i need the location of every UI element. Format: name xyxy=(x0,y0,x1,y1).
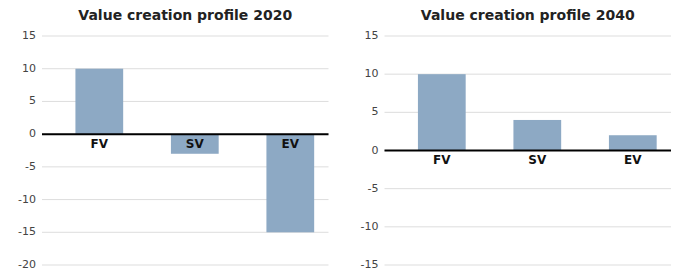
grid-line xyxy=(385,188,672,189)
tick-label: 10 xyxy=(22,62,36,75)
title: Value creation profile 2020 xyxy=(78,7,292,23)
category-label: FV xyxy=(91,137,109,151)
grid-line xyxy=(42,134,329,135)
bars xyxy=(75,69,314,233)
bar xyxy=(609,135,657,150)
tick-label: 5 xyxy=(29,94,36,107)
category-label: SV xyxy=(528,153,547,167)
tick-label: 0 xyxy=(29,127,36,140)
bar xyxy=(513,120,561,151)
tick-label: -15 xyxy=(361,258,379,271)
tick-label: 15 xyxy=(22,29,36,42)
category-label: EV xyxy=(624,153,642,167)
category-label: EV xyxy=(282,137,300,151)
bar xyxy=(171,134,219,154)
bar xyxy=(266,134,314,232)
chart-container: Value creation profile 2020 -20 -15 -10 -5 0 5… xyxy=(0,0,685,277)
grid-line xyxy=(385,150,672,151)
category-label: FV xyxy=(433,153,451,167)
zero-line xyxy=(42,133,329,135)
tick-label: 10 xyxy=(365,67,379,80)
zero-line xyxy=(385,150,672,152)
grid-line xyxy=(385,265,672,266)
tick-label: -10 xyxy=(18,193,36,206)
grid-line xyxy=(385,36,672,37)
tick-label: -5 xyxy=(368,182,379,195)
panel: Value creation profile 2040 -15 -10 -5 0 5 10 1… xyxy=(361,7,671,271)
chart-svg: Value creation profile 2020 -20 -15 -10 -5 0 5… xyxy=(0,0,685,277)
bars xyxy=(418,74,657,150)
tick-label: 0 xyxy=(372,144,379,157)
tick-label: -10 xyxy=(361,220,379,233)
grid-line xyxy=(42,265,329,266)
grid-line xyxy=(42,36,329,37)
tick-label: -15 xyxy=(18,225,36,238)
grid-line xyxy=(385,226,672,227)
tick-label: -5 xyxy=(25,160,36,173)
tick-label: -20 xyxy=(18,258,36,271)
title: Value creation profile 2040 xyxy=(421,7,635,23)
tick-label: 5 xyxy=(372,105,379,118)
tick-label: 15 xyxy=(365,29,379,42)
bar xyxy=(418,74,466,150)
panel: Value creation profile 2020 -20 -15 -10 -5 0 5… xyxy=(18,7,328,271)
category-label: SV xyxy=(186,137,205,151)
bar xyxy=(75,69,123,134)
